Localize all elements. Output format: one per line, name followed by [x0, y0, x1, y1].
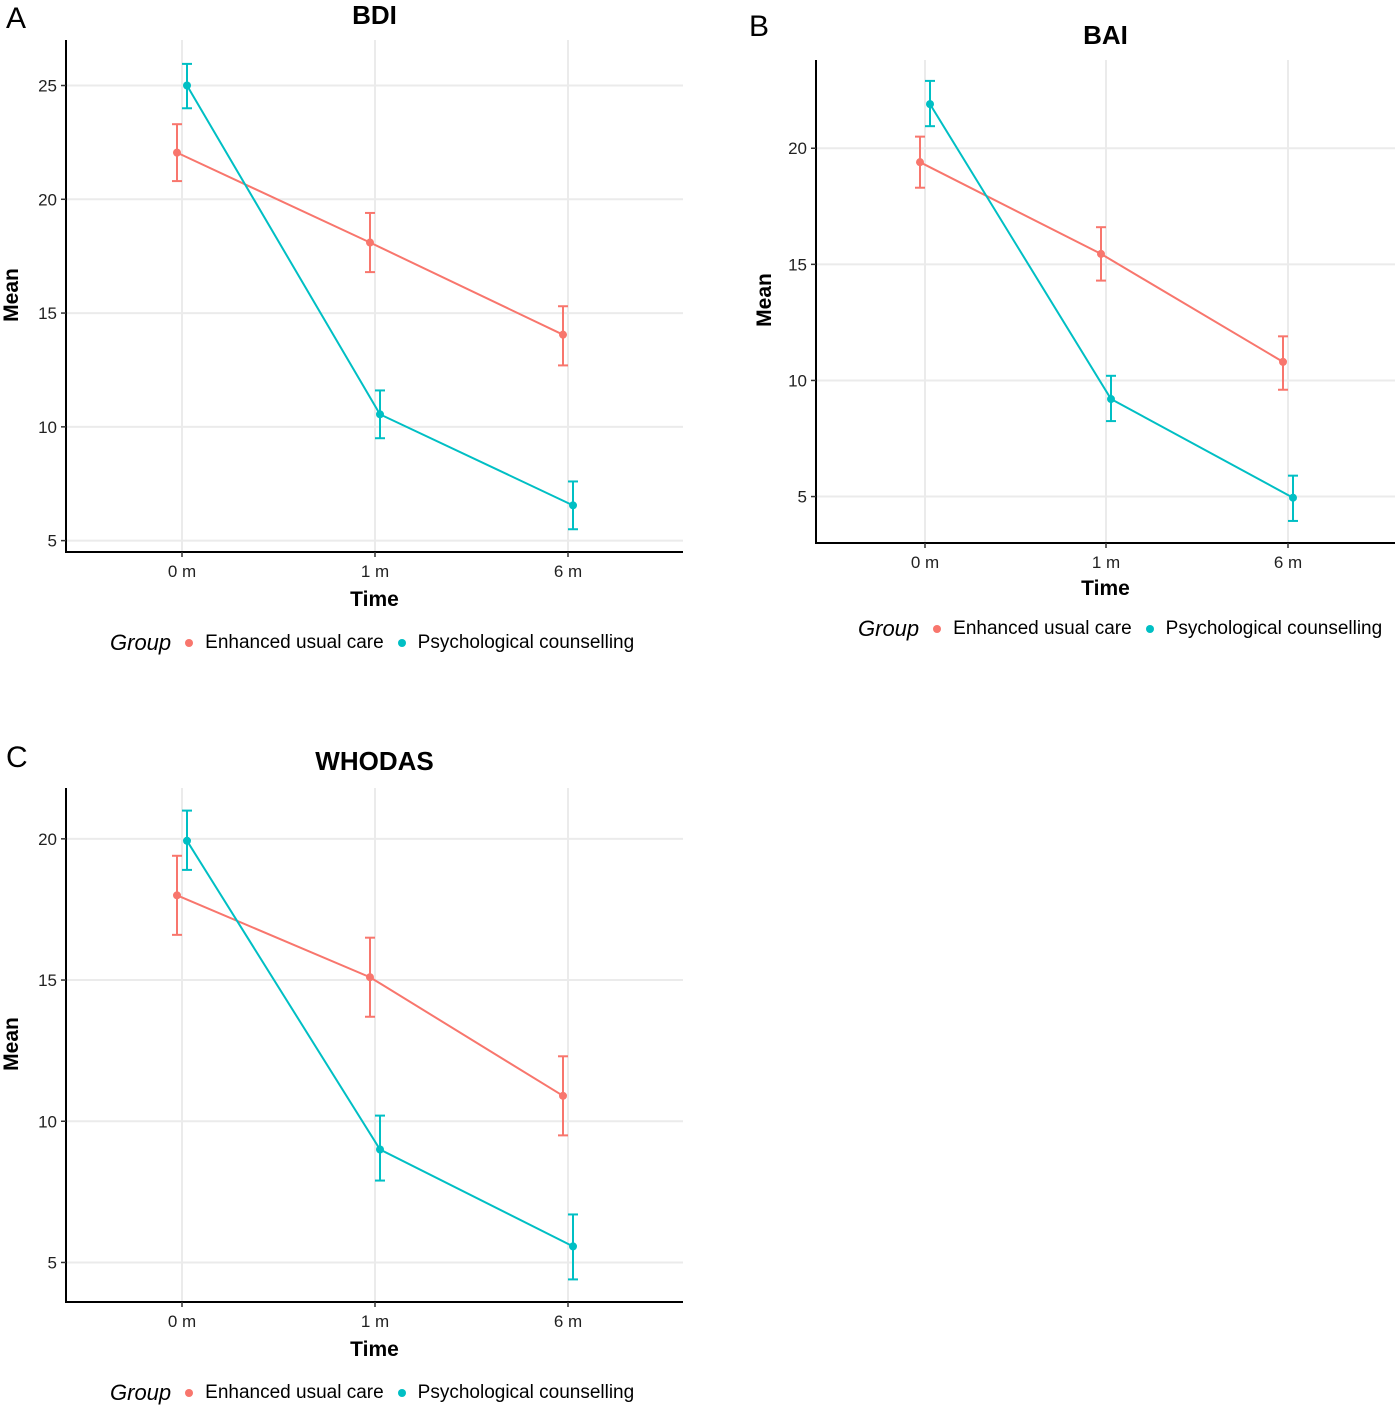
y-tick-label: 20 — [788, 139, 807, 158]
x-tick-label: 0 m — [911, 553, 939, 572]
data-point — [569, 1242, 577, 1251]
legend-label: Psychological counselling — [1165, 618, 1383, 639]
legend-item-enhanced-usual-care: Enhanced usual care — [185, 632, 384, 654]
series-line-psychological-counselling — [186, 85, 574, 507]
y-tick-label: 25 — [38, 77, 57, 96]
legend-dot-icon — [397, 1389, 406, 1397]
data-point — [559, 330, 567, 339]
y-tick-label: 5 — [48, 532, 57, 551]
legend-item-enhanced-usual-care: Enhanced usual care — [185, 1382, 384, 1404]
legend-b: Group Enhanced usual care Psychological … — [858, 616, 1396, 642]
x-tick-label: 1 m — [1092, 553, 1120, 572]
legend-label: Enhanced usual care — [205, 632, 384, 653]
legend-dot-icon — [185, 1389, 194, 1397]
chart-title-bdi: BDI — [352, 0, 397, 30]
data-point — [1107, 395, 1115, 404]
y-tick-label: 15 — [38, 304, 57, 323]
y-tick-label: 20 — [38, 830, 57, 849]
panel-letter-a: A — [6, 2, 27, 35]
legend-dot-icon — [933, 625, 942, 633]
x-axis-label-c: Time — [350, 1338, 399, 1361]
legend-dot-icon — [1145, 625, 1154, 633]
x-axis-label-b: Time — [1081, 577, 1130, 600]
data-point — [1289, 493, 1297, 502]
data-point — [916, 158, 924, 167]
legend-dot-icon — [185, 639, 194, 647]
x-axis-label-a: Time — [350, 588, 399, 611]
data-point — [1097, 249, 1105, 258]
legend-item-psychological-counselling: Psychological counselling — [397, 632, 635, 654]
legend-label: Psychological counselling — [417, 1382, 635, 1403]
data-point — [926, 100, 934, 109]
y-tick-label: 5 — [798, 488, 807, 507]
legend-a: Group Enhanced usual care Psychological … — [110, 630, 648, 656]
data-point — [559, 1091, 567, 1100]
legend-item-psychological-counselling: Psychological counselling — [397, 1382, 635, 1404]
data-point — [183, 836, 191, 845]
x-tick-label: 6 m — [1274, 553, 1302, 572]
x-tick-label: 6 m — [554, 1312, 582, 1331]
data-point — [376, 1145, 384, 1154]
y-tick-label: 10 — [38, 1112, 57, 1131]
chart-title-bai: BAI — [1083, 20, 1128, 50]
series-line-psychological-counselling — [186, 840, 574, 1248]
series-line-psychological-counselling — [929, 103, 1294, 499]
x-tick-label: 0 m — [168, 1312, 196, 1331]
data-point — [569, 501, 577, 510]
y-tick-label: 10 — [788, 371, 807, 390]
legend-dot-icon — [397, 639, 406, 647]
data-point — [173, 148, 181, 157]
legend-c: Group Enhanced usual care Psychological … — [110, 1380, 648, 1406]
legend-title: Group — [110, 1380, 172, 1405]
legend-title: Group — [858, 616, 920, 641]
data-point — [173, 891, 181, 900]
data-point — [183, 81, 191, 90]
x-tick-label: 6 m — [554, 562, 582, 581]
data-point — [366, 238, 374, 247]
y-tick-label: 15 — [38, 971, 57, 990]
legend-label: Enhanced usual care — [953, 618, 1132, 639]
panel-letter-b: B — [749, 10, 770, 43]
y-tick-label: 15 — [788, 255, 807, 274]
legend-label: Psychological counselling — [417, 632, 635, 653]
panel-letter-c: C — [6, 741, 28, 774]
legend-title: Group — [110, 630, 172, 655]
data-point — [376, 410, 384, 419]
y-tick-label: 10 — [38, 418, 57, 437]
x-tick-label: 1 m — [361, 1312, 389, 1331]
x-tick-label: 0 m — [168, 562, 196, 581]
data-point — [366, 973, 374, 982]
x-tick-label: 1 m — [361, 562, 389, 581]
legend-label: Enhanced usual care — [205, 1382, 384, 1403]
chart-title-whodas: WHODAS — [315, 746, 434, 776]
legend-item-psychological-counselling: Psychological counselling — [1145, 618, 1383, 640]
data-point — [1279, 357, 1287, 366]
y-tick-label: 20 — [38, 190, 57, 209]
legend-item-enhanced-usual-care: Enhanced usual care — [933, 618, 1132, 640]
y-tick-label: 5 — [48, 1253, 57, 1272]
